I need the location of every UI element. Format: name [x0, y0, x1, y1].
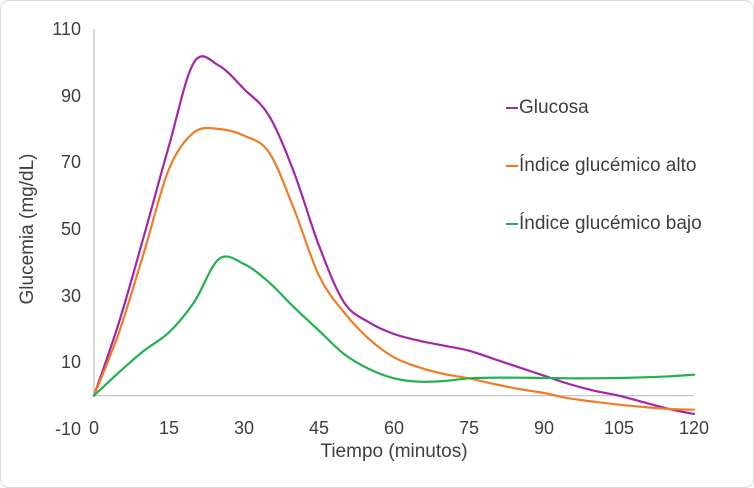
legend-dash-icon: [506, 222, 518, 226]
legend-label: Índice glucémico bajo: [519, 213, 702, 234]
x-tick-label: 90: [533, 418, 555, 438]
series-line-0: [92, 55, 696, 416]
legend-label: Glucosa: [519, 97, 589, 118]
legend-dash-icon: [506, 106, 518, 110]
series-line-1: [92, 126, 696, 411]
x-tick-label: 30: [233, 418, 255, 438]
legend-item-1: Índice glucémico alto: [506, 155, 696, 177]
legend-item-2: Índice glucémico bajo: [506, 213, 702, 235]
x-tick-label: 120: [678, 418, 710, 438]
y-tick-label: 10: [60, 352, 81, 373]
y-tick-label: 50: [60, 219, 81, 239]
x-axis-title: Tiempo (minutos): [320, 441, 468, 462]
y-tick-label: -10: [54, 419, 81, 439]
legend-label: Índice glucémico alto: [519, 155, 697, 176]
y-tick-label: 30: [60, 285, 81, 306]
y-tick-label: 70: [60, 152, 81, 173]
legend-dash-icon: [506, 164, 518, 168]
x-tick-label: 60: [383, 418, 405, 438]
y-tick-label: 110: [52, 19, 81, 39]
x-tick-label: 75: [458, 418, 480, 438]
legend-item-0: Glucosa: [506, 97, 589, 119]
x-tick-label: 45: [308, 418, 330, 438]
series-line-2: [92, 255, 696, 397]
y-tick-label: 90: [60, 85, 81, 106]
x-tick-label: 0: [88, 418, 99, 438]
x-tick-label: 15: [158, 418, 180, 438]
x-tick-label: 105: [603, 418, 635, 438]
